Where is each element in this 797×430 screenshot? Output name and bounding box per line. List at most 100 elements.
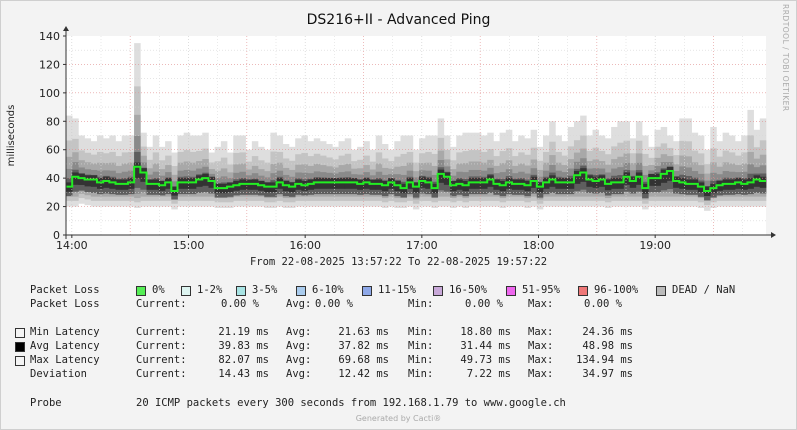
smoke-band-5-90	[623, 172, 631, 185]
stat-current-3: 14.43 ms	[218, 368, 269, 380]
pl-max-label: Max:	[528, 298, 554, 310]
pl-avg-label: Avg:	[286, 298, 312, 310]
pl-min-label: Min:	[408, 298, 434, 310]
avg-latency-line	[66, 165, 766, 192]
smoke-band-5-92	[635, 172, 643, 185]
loss-swatch-3	[296, 286, 306, 296]
loss-swatch-5	[433, 286, 443, 296]
smoke-band-5-112	[759, 176, 767, 188]
x-tick-label-14:00: 14:00	[56, 239, 88, 252]
stat-current-0: 21.19 ms	[218, 326, 269, 338]
y-tick-label-80: 80	[46, 115, 60, 128]
smoke-band-5-87	[604, 179, 612, 191]
smoke-band-5-108	[735, 178, 742, 189]
stat-avg-2: 69.68 ms	[338, 354, 389, 366]
loss-swatch-6	[506, 286, 516, 296]
smoke-band-5-85	[592, 176, 600, 188]
stat-label-1: Avg Latency	[30, 340, 100, 352]
smoke-band-5-110	[747, 178, 754, 189]
stat-max-3: 34.97 ms	[582, 368, 633, 380]
smoke-band-5-10	[127, 178, 135, 189]
pl-current-value: 0.00 %	[221, 298, 259, 310]
y-tick-label-40: 40	[46, 172, 60, 185]
smoke-band-5-75	[530, 176, 538, 188]
stat-max-label-0: Max:	[528, 326, 554, 338]
smoke-band-5-2	[78, 173, 85, 185]
y-tick-label-120: 120	[39, 58, 60, 71]
stat-swatch-1	[15, 342, 25, 352]
y-axis-label: milliseconds	[6, 105, 17, 167]
stat-label-3: Deviation	[30, 368, 87, 380]
stat-min-label-3: Min:	[408, 368, 434, 380]
smoke-band-5-3	[84, 175, 92, 187]
smoke-band-5-23	[208, 176, 215, 188]
stat-current-label-2: Current:	[136, 354, 187, 366]
smoke-band-5-67	[481, 178, 488, 189]
stat-avg-label-0: Avg:	[286, 326, 312, 338]
y-tick-label-140: 140	[39, 30, 60, 43]
probe-text: 20 ICMP packets every 300 seconds from 1…	[136, 397, 566, 409]
smoke-band-5-41	[319, 178, 327, 189]
stat-swatch-2	[15, 356, 25, 366]
stat-max-0: 24.36 ms	[582, 326, 633, 338]
pl-avg-value: 0.00 %	[315, 298, 353, 310]
smoke-band-5-86	[598, 175, 606, 187]
x-tick-label-16:00: 16:00	[289, 239, 321, 252]
smoke-band-5-97	[666, 166, 674, 181]
stat-swatch-0	[15, 328, 25, 338]
footer-credit: Generated by Cacti®	[355, 414, 442, 423]
smoke-band-5-83	[580, 168, 587, 182]
stat-max-label-1: Max:	[528, 340, 554, 352]
loss-label-8: DEAD / NaN	[672, 284, 736, 296]
smoke-band-5-84	[586, 175, 593, 187]
loss-label-4: 11-15%	[378, 284, 416, 296]
stat-current-1: 39.83 ms	[218, 340, 269, 352]
loss-label-7: 96-100%	[594, 284, 639, 296]
smoke-band-5-78	[549, 175, 556, 187]
smoke-band-5-60	[437, 169, 445, 183]
smoke-band-5-16	[165, 178, 172, 189]
loss-label-2: 3-5%	[252, 284, 278, 296]
stat-min-3: 7.22 ms	[466, 368, 511, 380]
smoke-band-5-34	[276, 178, 284, 189]
packet-loss-label: Packet Loss	[30, 284, 100, 296]
smoke-band-5-22	[202, 173, 209, 186]
smoke-band-5-57	[419, 176, 426, 188]
y-tick-label-20: 20	[46, 201, 60, 214]
smoke-band-5-68	[487, 175, 494, 187]
latency-chart: 0 20 40 60 80 100 120 140 14:00 15:00 16:00 17:00 18…	[6, 26, 776, 252]
loss-swatch-8	[656, 286, 666, 296]
smoke-band-5-18	[177, 178, 184, 189]
stat-current-label-3: Current:	[136, 368, 187, 380]
smoke-band-5-52	[388, 178, 395, 189]
loss-label-0: 0%	[152, 284, 165, 296]
smoke-band-5-95	[654, 173, 661, 186]
stat-max-2: 134.94 ms	[576, 354, 633, 366]
smoke-band-5-1	[72, 172, 79, 185]
stat-avg-label-3: Avg:	[286, 368, 312, 380]
x-tick-label-19:00: 19:00	[639, 239, 671, 252]
smoke-band-5-5	[96, 178, 104, 189]
y-axis-arrow	[63, 26, 69, 31]
smoke-band-5-98	[673, 176, 680, 188]
smoke-band-5-43	[332, 178, 339, 189]
pl-min-value: 0.00 %	[465, 298, 503, 310]
smoke-band-5-7	[109, 178, 116, 189]
smoke-band-5-45	[344, 178, 352, 189]
pl-max-value: 0.00 %	[584, 298, 622, 310]
stat-label-0: Min Latency	[30, 326, 100, 338]
smoke-band-5-99	[679, 178, 686, 189]
stat-avg-1: 37.82 ms	[338, 340, 389, 352]
smoke-band-5-61	[443, 172, 451, 185]
loss-swatch-4	[362, 286, 372, 296]
smoke-band-5-79	[555, 178, 562, 189]
stat-min-label-0: Min:	[408, 326, 434, 338]
loss-label-1: 1-2%	[197, 284, 223, 296]
loss-swatch-1	[181, 286, 191, 296]
smoke-band-5-55	[406, 178, 414, 189]
smoke-band-5-111	[753, 175, 761, 187]
smoke-band-5-88	[611, 178, 618, 189]
loss-label-3: 6-10%	[312, 284, 344, 296]
smoke-band-5-48	[363, 178, 370, 189]
stat-max-label-3: Max:	[528, 368, 554, 380]
